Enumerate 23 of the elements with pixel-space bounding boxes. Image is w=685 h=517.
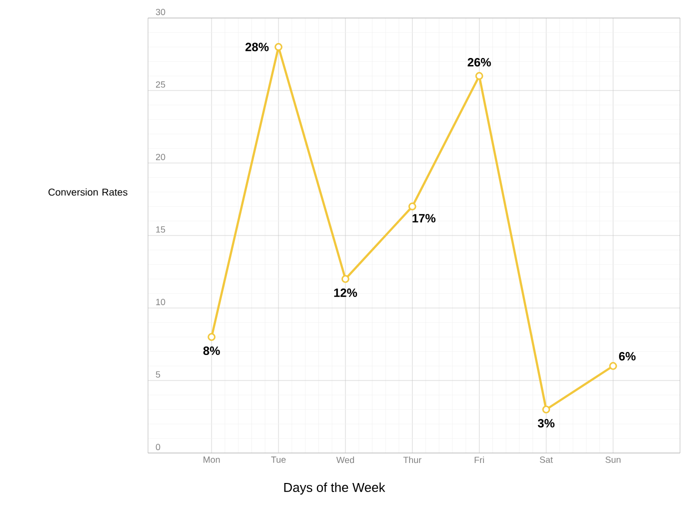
y-tick-label: 0 xyxy=(156,444,160,450)
x-tick-label: Tue xyxy=(271,456,286,463)
x-tick-label: Sun xyxy=(606,456,620,463)
x-tick-label: Sat xyxy=(540,456,553,463)
x-tick-label: Fri xyxy=(474,456,484,464)
data-label: 8% xyxy=(203,346,220,355)
data-label: 6% xyxy=(619,352,636,360)
data-label: 28% xyxy=(245,42,269,52)
y-tick-label: 30 xyxy=(156,8,166,16)
x-tick-label: Mon xyxy=(204,456,220,463)
data-label: 12% xyxy=(334,288,358,297)
data-label: 3% xyxy=(538,419,554,428)
y-axis-title: Conversion Rates xyxy=(48,188,128,196)
y-tick-label: 20 xyxy=(156,154,166,160)
x-axis-title: Days of the Week xyxy=(284,482,386,495)
y-tick-label: 5 xyxy=(156,371,160,378)
data-label: 26% xyxy=(468,58,491,66)
y-tick-label: 25 xyxy=(156,81,166,88)
data-label: 17% xyxy=(412,214,436,222)
y-tick-label: 10 xyxy=(156,298,166,306)
y-tick-label: 15 xyxy=(156,226,166,233)
x-tick-label: Thur xyxy=(403,456,422,464)
x-tick-label: Wed xyxy=(336,456,354,464)
